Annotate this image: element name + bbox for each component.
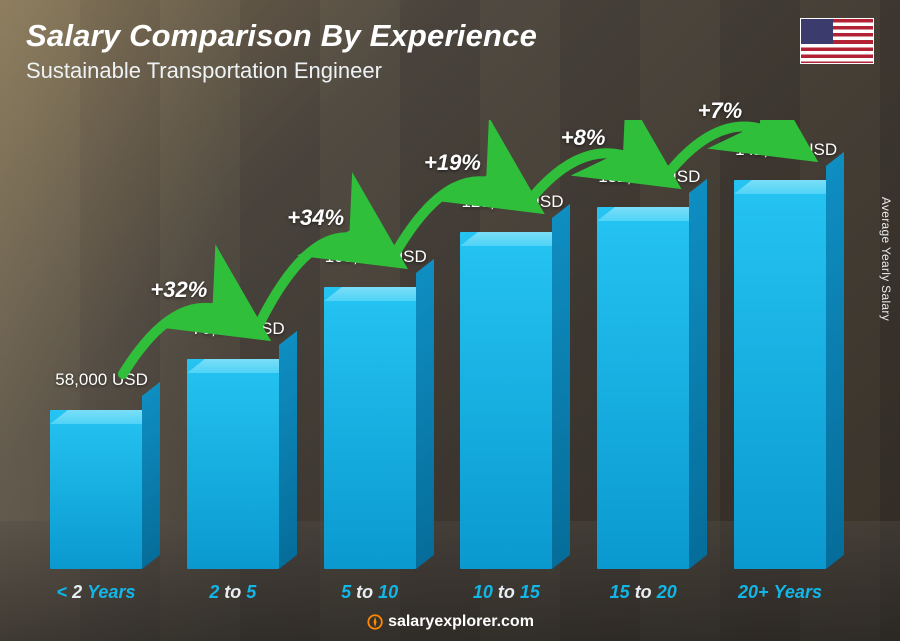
bar-slot: 76,800 USD 2 to 5 [173,359,293,569]
bar [50,410,142,569]
bar-value-label: 58,000 USD [55,370,148,390]
bar [187,359,279,569]
x-axis-label: 10 to 15 [473,582,540,603]
growth-label: +7% [698,98,743,124]
growth-label: +8% [561,125,606,151]
bar-slot: 123,000 USD 10 to 15 [446,232,566,569]
growth-label: +19% [424,150,481,176]
x-axis-label: < 2 Years [57,582,136,603]
x-axis-label: 5 to 10 [341,582,398,603]
bar-value-label: 103,000 USD [325,247,427,267]
footer-site: salaryexplorer.com [388,613,534,631]
bar-value-label: 132,000 USD [598,167,700,187]
bar-slot: 142,000 USD 20+ Years [720,180,840,569]
bar-slot: 132,000 USD 15 to 20 [583,207,703,569]
header: Salary Comparison By Experience Sustaina… [26,18,874,84]
y-axis-label: Average Yearly Salary [879,196,893,320]
us-flag-icon [800,18,874,64]
bar [597,207,689,569]
bar [734,180,826,569]
growth-label: +32% [150,277,207,303]
x-axis-label: 2 to 5 [209,582,256,603]
bar-slot: 103,000 USD 5 to 10 [310,287,430,569]
footer-attribution: salaryexplorer.com [366,613,534,631]
x-axis-label: 20+ Years [738,582,822,603]
bar [324,287,416,569]
bar [460,232,552,569]
bar-value-label: 123,000 USD [461,192,563,212]
growth-label: +34% [287,205,344,231]
bar-slot: 58,000 USD < 2 Years [36,410,156,569]
salary-bar-chart: 58,000 USD < 2 Years 76,800 USD 2 to 5 1… [36,120,840,569]
bar-value-label: 76,800 USD [192,319,285,339]
bar-value-label: 142,000 USD [735,140,837,160]
compass-icon [366,613,384,631]
page-subtitle: Sustainable Transportation Engineer [26,58,537,84]
page-title: Salary Comparison By Experience [26,18,537,54]
x-axis-label: 15 to 20 [610,582,677,603]
